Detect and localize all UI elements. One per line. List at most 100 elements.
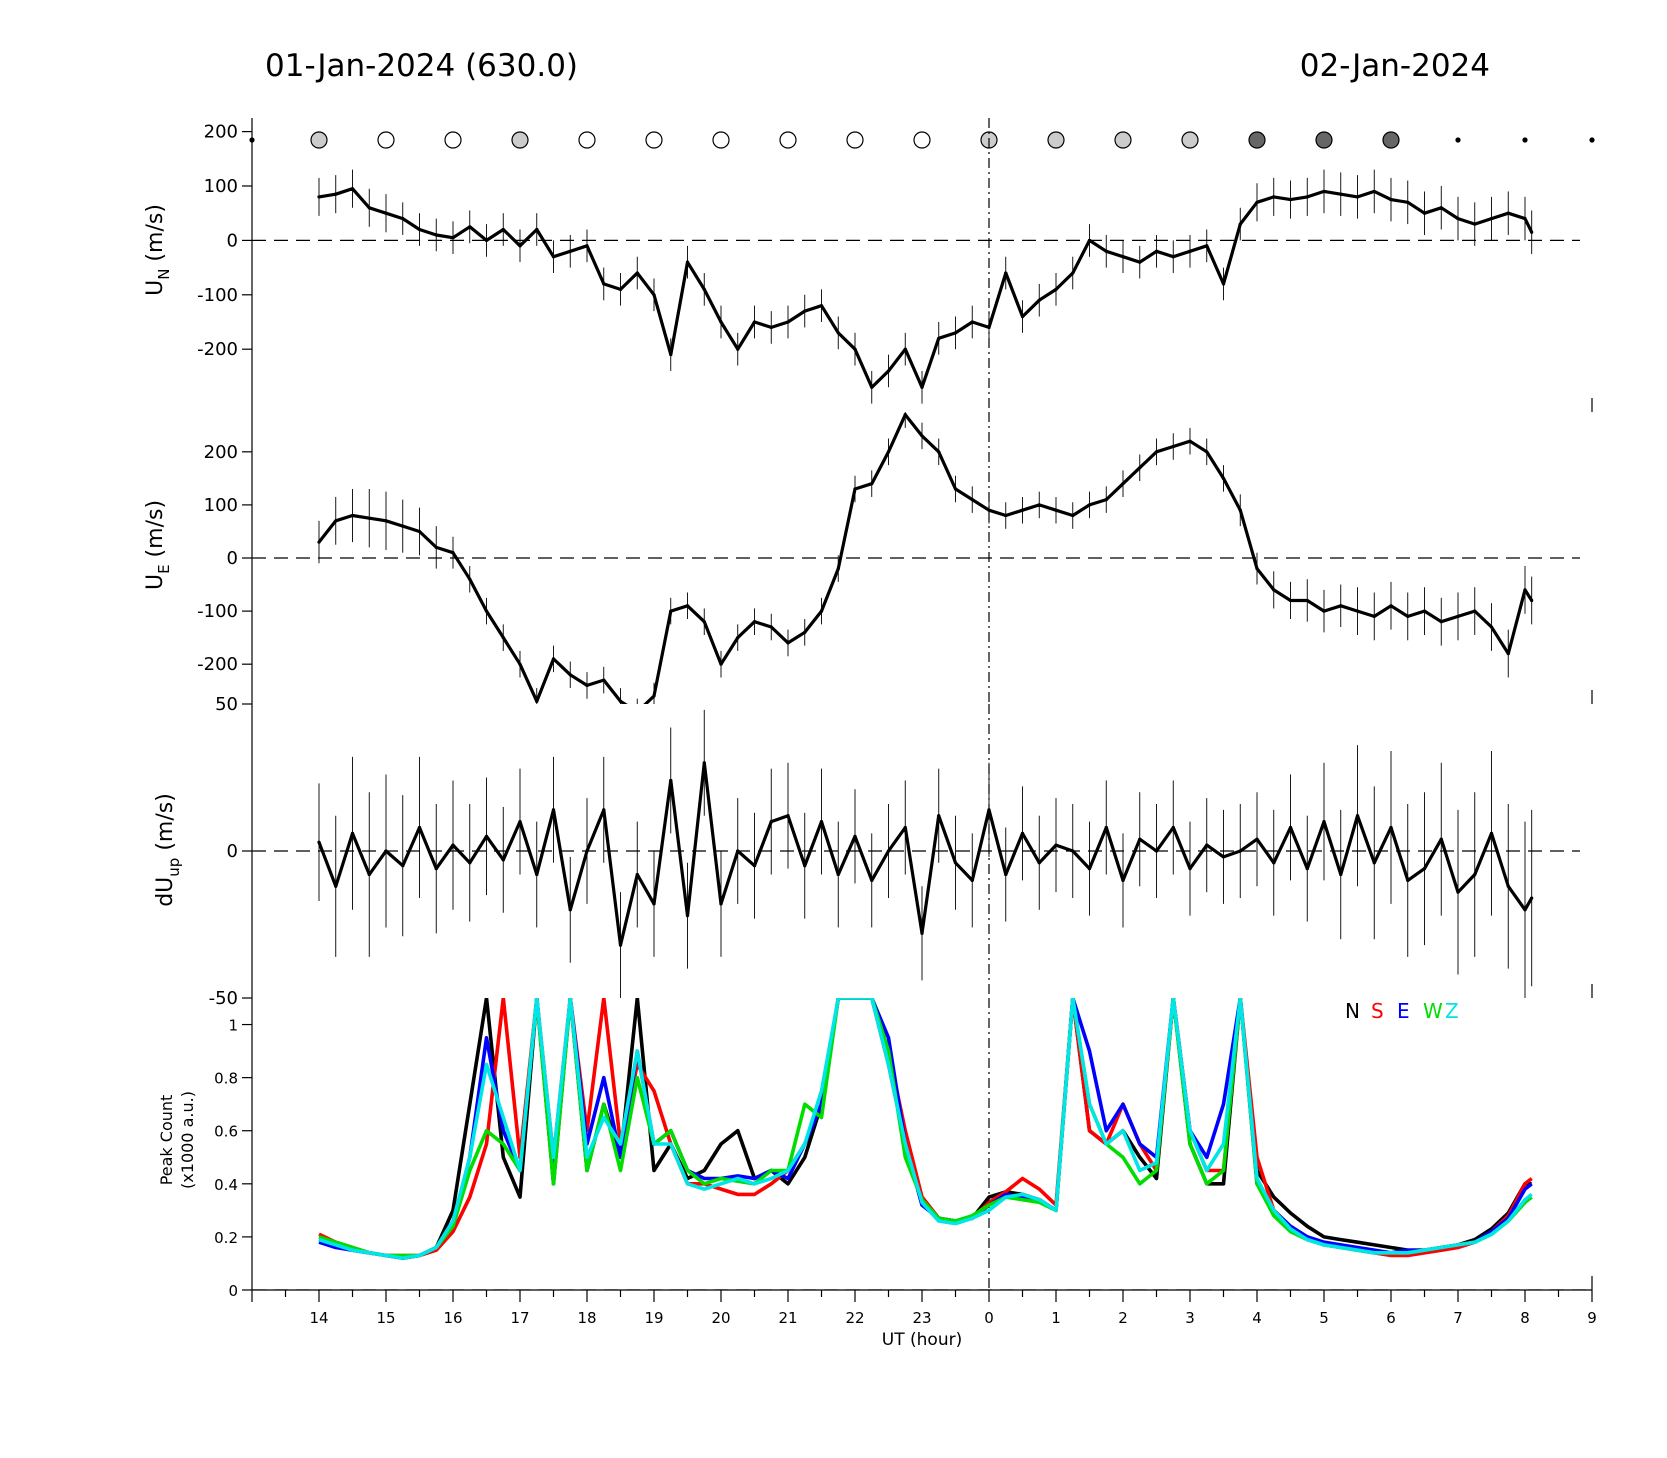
y-tick-label: 0.4 — [214, 1176, 238, 1194]
wind-data-point — [786, 320, 790, 324]
sky-marker-clear — [377, 131, 395, 149]
wind-data-point — [551, 657, 556, 661]
peak-count-series-Z — [318, 998, 1533, 1260]
wind-data-point — [317, 840, 321, 844]
wind-data-point — [987, 808, 991, 812]
wind-data-point — [1489, 217, 1494, 221]
wind-data-point — [434, 545, 438, 549]
wind-data-point — [1389, 604, 1393, 608]
wind-data-point — [1339, 872, 1343, 877]
x-axis: 14 15 16 17 18 19 20 21 22 23 0 1 2 3 4 5 6 7 8 9 — [251, 1289, 1597, 1327]
wind-data-point — [752, 620, 757, 624]
wind-data-point — [736, 347, 740, 351]
wind-data-point — [1422, 609, 1427, 613]
wind-data-point — [1456, 217, 1460, 221]
wind-data-point — [535, 699, 539, 703]
zonal-wind-y-label: UE (m/s) — [143, 500, 173, 590]
x-tick-label: 21 — [778, 1309, 797, 1327]
wind-data-point — [970, 498, 974, 502]
sky-marker-clear — [846, 131, 864, 149]
wind-data-point — [1188, 249, 1192, 253]
wind-data-point — [1473, 609, 1477, 613]
x-tick-label: 22 — [845, 1309, 864, 1327]
wind-data-point — [819, 304, 824, 308]
wind-data-point — [618, 699, 623, 703]
wind-data-point — [987, 325, 991, 330]
wind-data-point — [1171, 255, 1175, 259]
wind-data-point — [1406, 200, 1410, 204]
x-tick-label: 20 — [711, 1309, 730, 1327]
peak-count-y-label: Peak Count — [157, 1095, 176, 1186]
wind-series-line — [318, 187, 1534, 389]
wind-data-point — [1037, 861, 1041, 865]
wind-data-point — [317, 540, 321, 544]
x-tick-label: 6 — [1386, 1309, 1396, 1327]
wind-data-point — [350, 831, 355, 835]
wind-data-point — [1406, 614, 1410, 619]
wind-data-point — [551, 255, 556, 259]
wind-data-point — [836, 567, 840, 571]
wind-data-point — [334, 519, 338, 523]
right-date-title: 02-Jan-2024 — [1300, 48, 1490, 84]
sky-marker-dark — [1382, 131, 1400, 149]
wind-data-point — [702, 620, 706, 624]
wind-data-point — [803, 309, 807, 313]
wind-data-point — [1188, 867, 1192, 871]
wind-data-point — [1004, 872, 1008, 877]
zonal-wind-panel: 200 100 0 -100 -200 UE (m/s) — [143, 412, 1593, 704]
wind-data-point — [1523, 217, 1527, 221]
wind-data-point — [987, 508, 991, 512]
wind-data-point — [1104, 825, 1108, 830]
y-tick-label: 0 — [227, 841, 238, 862]
wind-data-point — [468, 577, 472, 581]
wind-data-point — [903, 347, 907, 351]
wind-data-point — [501, 227, 505, 232]
sky-marker-dot — [1589, 137, 1595, 143]
legend-item-Z: Z — [1445, 999, 1459, 1023]
wind-data-point — [434, 233, 438, 237]
wind-data-point — [853, 487, 857, 491]
sky-marker-dot — [1522, 137, 1528, 143]
wind-data-point — [719, 320, 723, 324]
wind-data-point — [1154, 249, 1159, 253]
wind-data-point — [752, 864, 757, 868]
wind-data-point — [484, 609, 489, 613]
legend-item-N: N — [1345, 999, 1360, 1023]
x-tick-label: 17 — [510, 1309, 529, 1327]
x-tick-label: 8 — [1520, 1309, 1530, 1327]
wind-data-point — [334, 884, 338, 888]
wind-data-point — [1255, 837, 1259, 841]
wind-data-point — [350, 187, 355, 191]
wind-data-point — [937, 336, 941, 340]
wind-data-point — [1288, 825, 1293, 830]
wind-data-point — [1305, 195, 1309, 199]
vertical-wind-y-ticks: 50 0 -50 — [209, 694, 252, 1009]
x-tick-label: 9 — [1587, 1309, 1597, 1327]
wind-data-point — [568, 249, 572, 253]
wind-data-point — [886, 369, 891, 373]
wind-data-point — [1523, 588, 1527, 592]
wind-data-point — [1188, 439, 1192, 443]
wind-data-point — [1530, 896, 1534, 900]
wind-data-point — [685, 914, 690, 918]
x-tick-label: 18 — [577, 1309, 596, 1327]
wind-data-point — [401, 524, 405, 528]
wind-data-point — [1121, 482, 1125, 486]
peak-count-series-N — [318, 998, 1532, 1260]
plot-area — [252, 704, 1580, 998]
y-tick-label: 0.2 — [214, 1229, 238, 1247]
wind-data-point — [585, 683, 589, 688]
peak-count-panel: 1 0.8 0.6 0.4 0.2 0 Peak Count (x1000 a.u.) N… — [157, 998, 1593, 1300]
y-tick-label: 0.6 — [214, 1123, 238, 1141]
meridional-wind-y-label: UN (m/s) — [143, 204, 173, 296]
wind-data-point — [1473, 222, 1477, 226]
wind-data-point — [886, 450, 891, 454]
wind-data-point — [1456, 614, 1460, 619]
vertical-wind-panel: 50 0 -50 dUup (m/s) — [153, 694, 1593, 1009]
y-tick-label: -200 — [197, 339, 238, 360]
wind-data-point — [1389, 198, 1393, 202]
wind-data-point — [1054, 508, 1058, 512]
wind-data-point — [1439, 837, 1443, 841]
wind-data-point — [451, 843, 455, 847]
y-tick-label: 100 — [204, 176, 238, 197]
